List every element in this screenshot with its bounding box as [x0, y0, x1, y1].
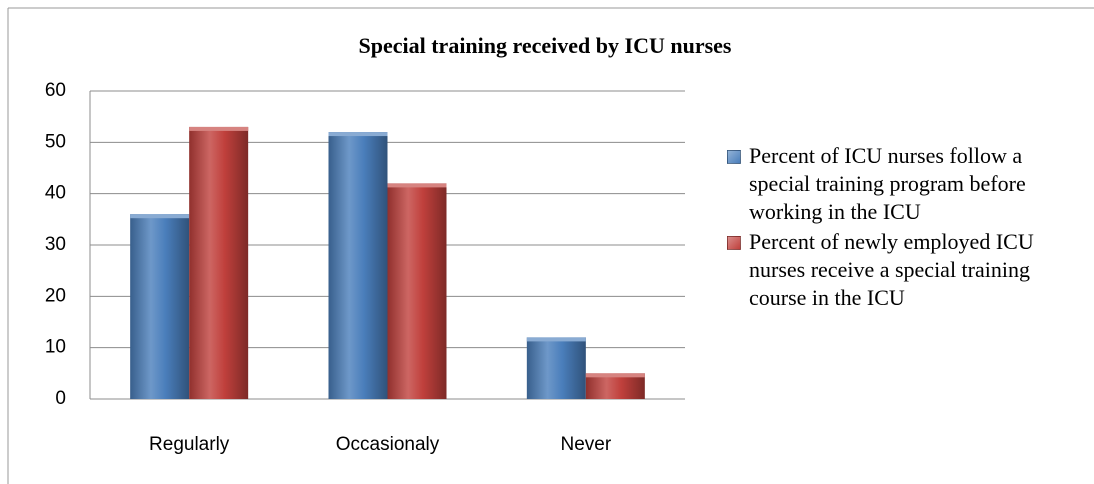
y-tick-label: 0 — [55, 388, 66, 409]
bar-top — [585, 373, 645, 378]
x-tick-label: Occasionaly — [336, 434, 440, 455]
x-tick-label: Regularly — [149, 434, 230, 455]
legend-label: Percent of newly employed ICU nurses rec… — [749, 229, 1034, 310]
y-tick-label: 60 — [45, 80, 66, 101]
legend-entry: Percent of newly employed ICU nurses rec… — [727, 228, 1077, 312]
y-tick-label: 50 — [45, 131, 66, 152]
legend-label: Percent of ICU nurses follow a special t… — [749, 143, 1026, 224]
chart-title: Special training received by ICU nurses — [359, 33, 732, 58]
bar-top — [328, 132, 388, 137]
y-tick-label: 40 — [45, 183, 66, 204]
y-tick-label: 20 — [45, 285, 66, 306]
bar-top — [130, 214, 190, 219]
legend-swatch — [727, 150, 741, 164]
legend-entry: Percent of ICU nurses follow a special t… — [727, 142, 1077, 226]
bar-top — [526, 337, 586, 342]
bar — [585, 373, 645, 399]
y-tick-label: 30 — [45, 234, 66, 255]
legend: Percent of ICU nurses follow a special t… — [727, 142, 1077, 314]
bar-top — [387, 183, 447, 188]
legend-swatch — [727, 236, 741, 250]
bar-top — [189, 126, 249, 131]
bar — [130, 214, 190, 399]
x-tick-label: Never — [560, 434, 611, 455]
bar — [189, 126, 249, 399]
y-tick-label: 10 — [45, 337, 66, 358]
bar — [328, 132, 388, 400]
bar — [387, 183, 447, 399]
bar — [526, 337, 586, 399]
